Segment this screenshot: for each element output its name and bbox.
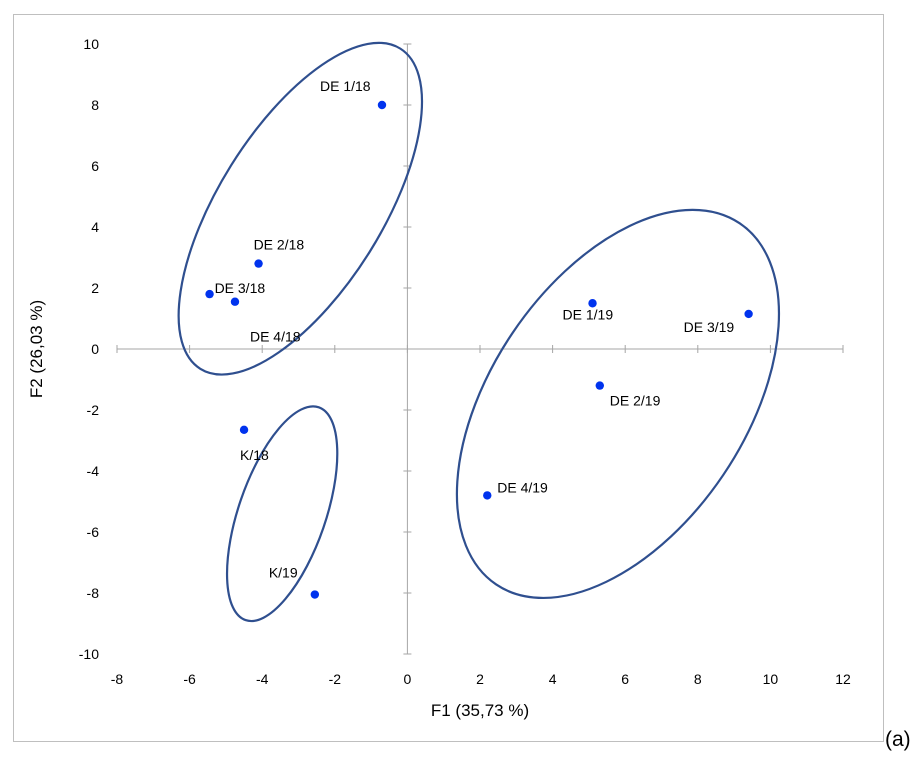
y-tick-label: 0 — [91, 341, 99, 357]
point-label: DE 4/18 — [250, 329, 301, 345]
x-tick-label: 10 — [763, 671, 779, 687]
y-tick-label: 8 — [91, 97, 99, 113]
point-label: DE 4/19 — [497, 479, 548, 495]
x-tick-label: 12 — [835, 671, 851, 687]
data-point — [588, 299, 597, 308]
cluster-ellipse — [177, 41, 424, 376]
data-points — [205, 100, 753, 599]
data-point — [377, 100, 387, 110]
point-label: K/19 — [269, 565, 298, 581]
y-tick-label: -2 — [87, 402, 100, 418]
data-point — [595, 381, 604, 390]
x-tick-label: 2 — [476, 671, 484, 687]
cluster-ellipse — [455, 208, 781, 600]
y-axis-title: F2 (26,03 %) — [27, 300, 46, 398]
point-labels: DE 1/18 DE 2/18 DE 3/18 DE 4/18 DE 1/19 DE 2/… — [215, 78, 735, 581]
point-label: DE 2/18 — [254, 237, 305, 253]
y-tick-label: 2 — [91, 280, 99, 296]
chart-frame — [13, 14, 884, 742]
x-axis-title: F1 (35,73 %) — [431, 701, 529, 720]
panel-label: (a) — [885, 728, 911, 751]
x-tick-label: -8 — [111, 671, 124, 687]
x-tick-label: -6 — [183, 671, 196, 687]
y-tick-label: -6 — [87, 524, 100, 540]
point-label: K/18 — [240, 447, 269, 463]
y-tick-label: -10 — [79, 646, 99, 662]
x-tick-label: -4 — [256, 671, 269, 687]
y-tick-label: -4 — [87, 463, 100, 479]
x-tick-label: 8 — [694, 671, 702, 687]
data-point — [310, 590, 320, 599]
point-label: DE 3/18 — [215, 280, 266, 296]
y-tick-label: -8 — [87, 585, 100, 601]
point-label: DE 2/19 — [610, 393, 661, 409]
x-tick-label: 6 — [621, 671, 629, 687]
cluster-ellipse — [225, 405, 339, 623]
point-label: DE 3/19 — [684, 319, 735, 335]
data-point — [230, 297, 240, 306]
x-tick-label: 0 — [404, 671, 412, 687]
y-tick-label: 10 — [83, 36, 99, 52]
cluster-ellipses — [177, 41, 781, 623]
x-tick-label: 4 — [549, 671, 557, 687]
y-tick-label: 6 — [91, 158, 99, 174]
y-tick-label: 4 — [91, 219, 99, 235]
point-label: DE 1/19 — [563, 306, 614, 322]
data-point — [483, 491, 492, 500]
point-label: DE 1/18 — [320, 78, 371, 94]
data-point — [239, 425, 249, 435]
axes: -8 -6 -4 -2 0 2 4 6 8 10 12 -10 -8 -6 -4 -2 0 2 4 6 8 10 — [79, 36, 851, 687]
data-point — [744, 309, 753, 319]
x-tick-label: -2 — [329, 671, 342, 687]
data-point — [254, 259, 263, 268]
data-point — [205, 289, 214, 299]
